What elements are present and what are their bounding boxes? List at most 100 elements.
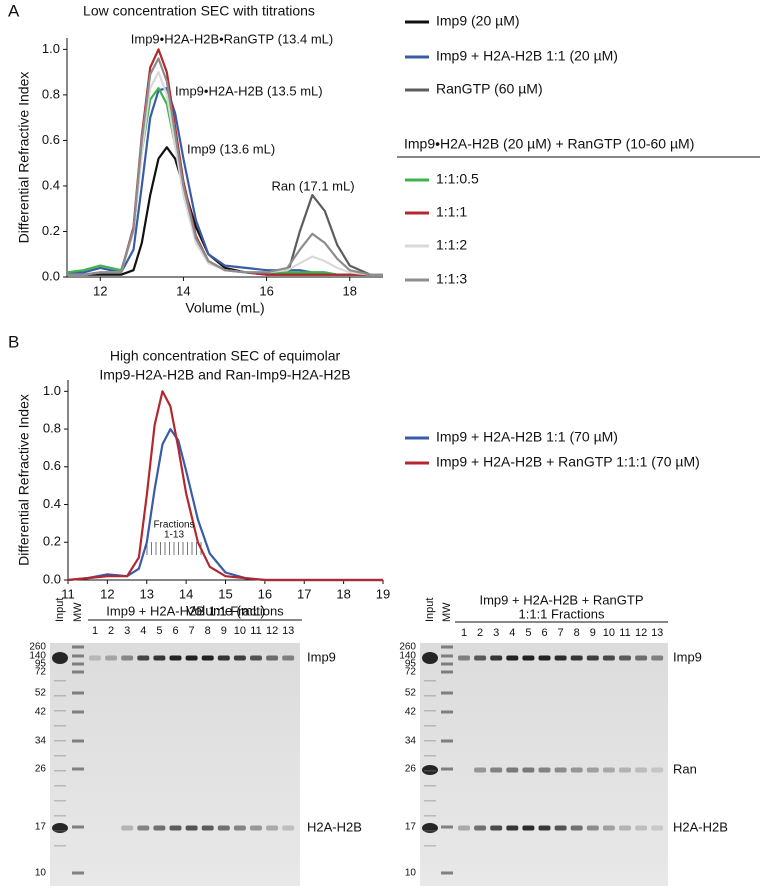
lane-label: 4 <box>140 625 146 637</box>
y-tick-label: 0.8 <box>43 420 61 435</box>
protein-band <box>266 825 279 831</box>
x-tick-label: 16 <box>259 283 273 298</box>
legend-label: Imp9 + H2A-H2B + RanGTP 1:1:1 (70 µM) <box>436 454 700 470</box>
x-tick-label: 12 <box>100 586 114 601</box>
protein-band <box>217 825 230 831</box>
input-smear <box>424 770 436 772</box>
input-band <box>422 652 438 664</box>
mw-label: 10 <box>35 868 47 879</box>
lane-label: 1 <box>461 627 467 639</box>
band-label: Ran <box>673 761 697 776</box>
input-smear <box>54 770 66 772</box>
protein-band <box>105 655 118 661</box>
protein-band <box>586 825 599 831</box>
y-tick-label: 0.4 <box>43 496 61 511</box>
input-smear <box>54 800 66 802</box>
protein-band <box>602 825 615 831</box>
mw-band <box>72 710 84 714</box>
lane-label: 5 <box>525 627 531 639</box>
lane-label: 12 <box>266 625 278 637</box>
protein-band <box>651 655 664 661</box>
y-tick-label: 1.0 <box>43 383 61 398</box>
x-tick-label: 15 <box>218 586 232 601</box>
lane-label: 8 <box>205 625 211 637</box>
x-tick-label: 19 <box>376 586 390 601</box>
mw-label: 52 <box>35 688 47 699</box>
protein-band <box>201 655 214 661</box>
mw-band <box>441 871 453 875</box>
protein-band <box>538 655 551 661</box>
input-smear <box>54 695 66 697</box>
chart-title: High concentration SEC of equimolar <box>110 348 341 364</box>
protein-band <box>458 655 470 661</box>
x-tick-label: 17 <box>297 586 311 601</box>
mw-label: 26 <box>35 764 47 775</box>
x-tick-label: 14 <box>179 586 193 601</box>
protein-band <box>619 767 631 773</box>
mw-label: 34 <box>35 736 47 747</box>
mw-band <box>441 662 453 666</box>
protein-band <box>153 655 166 661</box>
lane-label: MW <box>72 602 84 622</box>
lane-label: 6 <box>541 627 547 639</box>
mw-band <box>72 871 84 875</box>
legend-label: 1:1:2 <box>436 237 467 253</box>
y-tick-label: 0.2 <box>42 223 60 238</box>
mw-band <box>441 767 453 771</box>
lane-label: 6 <box>172 625 178 637</box>
legend-label: Imp9 + H2A-H2B 1:1 (70 µM) <box>436 429 618 445</box>
gel-title: Imp9 + H2A-H2B + RanGTP <box>479 592 643 607</box>
mw-label: 17 <box>35 822 47 833</box>
lane-label: 11 <box>619 627 630 639</box>
mw-label: 260 <box>399 642 416 653</box>
protein-band <box>651 767 664 773</box>
protein-band <box>554 767 567 773</box>
lane-label: Input <box>424 598 436 622</box>
protein-band <box>490 655 503 661</box>
annotation: 1-13 <box>164 530 184 541</box>
mw-band <box>72 670 84 674</box>
protein-band <box>506 825 519 831</box>
legend-label: Imp9 + H2A-H2B 1:1 (20 µM) <box>436 48 618 64</box>
protein-band <box>185 825 198 831</box>
input-band <box>422 823 438 833</box>
chart-title: Imp9-H2A-H2B and Ran-Imp9-H2A-H2B <box>99 367 350 383</box>
mw-band <box>441 654 453 658</box>
annotation: Imp9•H2A-H2B•RanGTP (13.4 mL) <box>131 31 334 46</box>
y-tick-label: 0.2 <box>43 534 61 549</box>
lane-label: 7 <box>558 627 564 639</box>
protein-band <box>282 655 295 661</box>
gel-image <box>420 643 668 886</box>
input-band <box>52 823 68 833</box>
y-tick-label: 0.4 <box>42 177 60 192</box>
annotation: Imp9 (13.6 mL) <box>187 141 275 156</box>
x-tick-label: 18 <box>336 586 350 601</box>
x-tick-label: 14 <box>176 283 190 298</box>
input-smear <box>424 695 436 697</box>
input-smear <box>424 830 436 832</box>
x-tick-label: 11 <box>61 586 75 601</box>
lane-label: 7 <box>189 625 195 637</box>
x-tick-label: 16 <box>258 586 272 601</box>
protein-band <box>233 655 246 661</box>
protein-band <box>474 655 487 661</box>
band-label: Imp9 <box>307 649 336 664</box>
mw-label: 72 <box>405 667 417 678</box>
legend-label: Imp9 (20 µM) <box>436 13 520 29</box>
mw-label: 42 <box>405 707 417 718</box>
protein-band <box>474 825 487 831</box>
mw-label: 140 <box>29 651 46 662</box>
protein-band <box>233 825 246 831</box>
panel-label: B <box>8 332 19 351</box>
input-band <box>422 765 438 775</box>
gel-image <box>50 643 300 886</box>
protein-band <box>619 825 631 831</box>
protein-band <box>586 655 599 661</box>
mw-band <box>72 645 84 649</box>
x-axis-title: Volume (mL) <box>186 603 265 619</box>
protein-band <box>538 767 551 773</box>
band-label: H2A-H2B <box>307 819 362 834</box>
protein-band <box>89 655 101 661</box>
y-axis-title: Differential Refractive Index <box>16 72 32 244</box>
lane-label: 10 <box>234 625 246 637</box>
